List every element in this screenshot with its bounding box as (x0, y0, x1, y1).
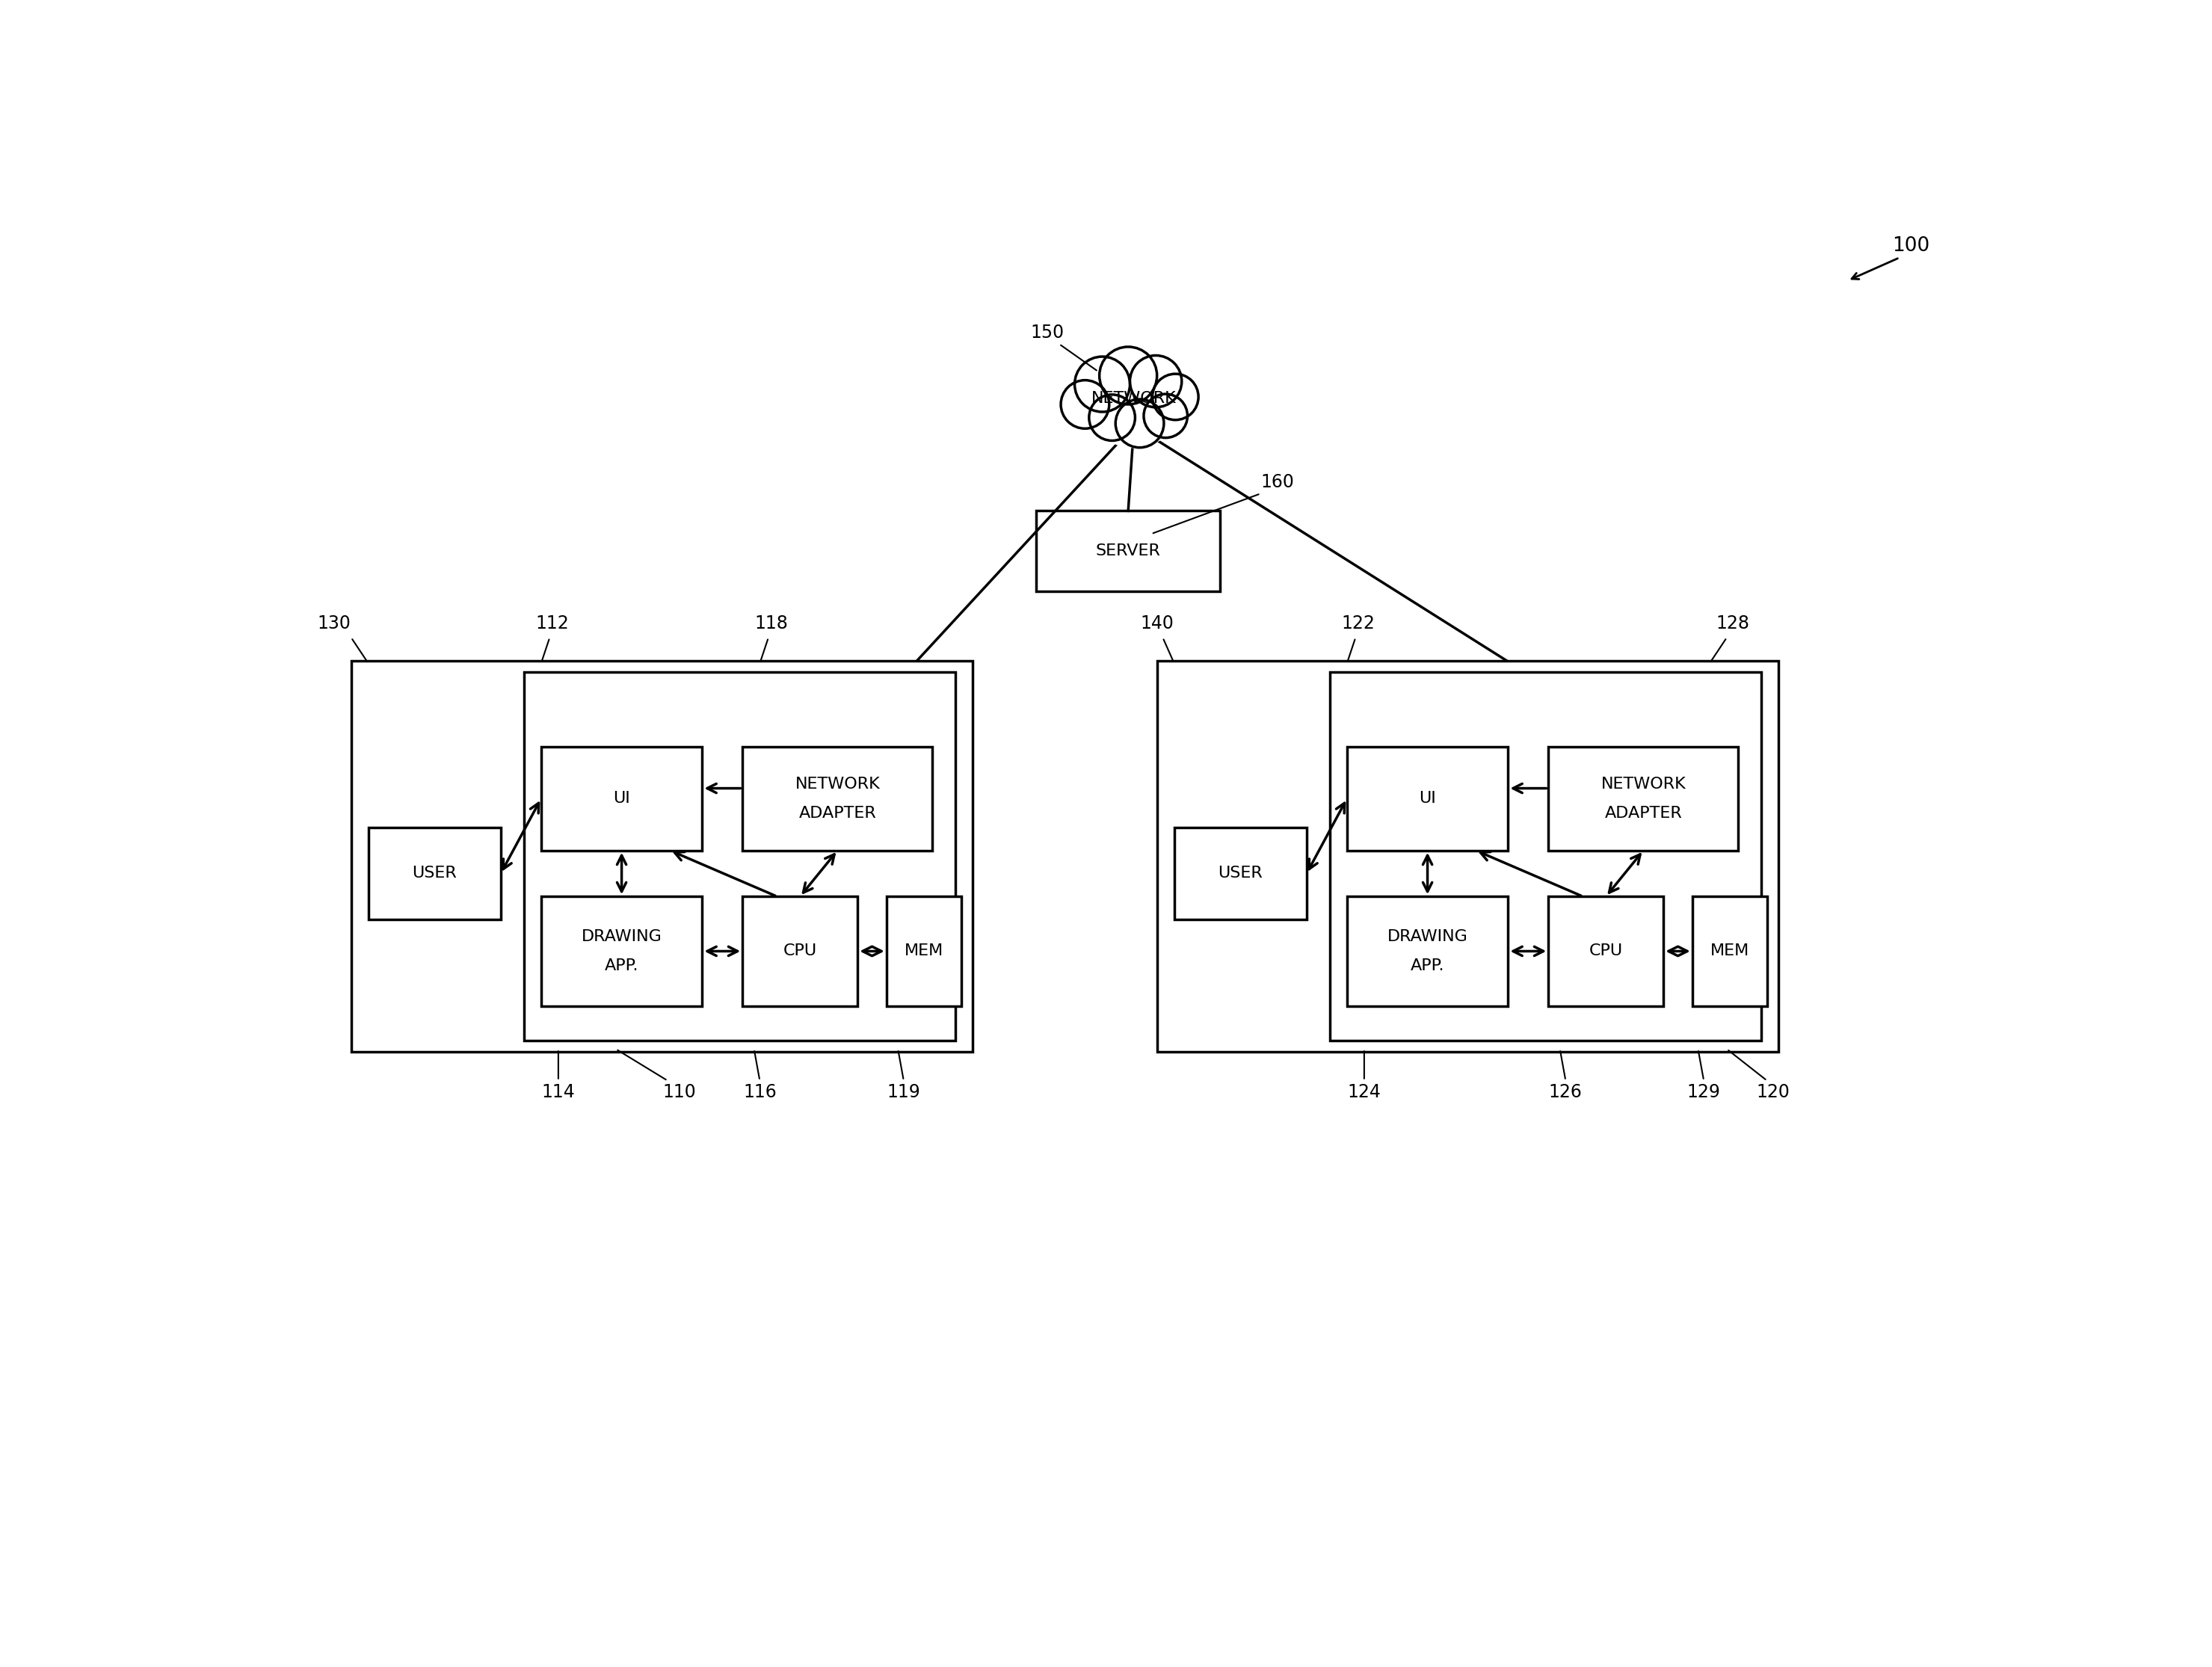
Circle shape (1130, 355, 1181, 407)
Circle shape (1062, 380, 1108, 428)
Text: UI: UI (613, 792, 630, 807)
FancyBboxPatch shape (1175, 827, 1307, 920)
Text: 129: 129 (1688, 1084, 1721, 1102)
FancyBboxPatch shape (1329, 672, 1761, 1040)
FancyBboxPatch shape (542, 747, 701, 850)
FancyBboxPatch shape (743, 897, 858, 1005)
Text: NETWORK: NETWORK (1601, 777, 1686, 792)
Text: 130: 130 (316, 613, 352, 632)
Text: NETWORK: NETWORK (794, 777, 880, 792)
Text: 122: 122 (1343, 613, 1376, 632)
FancyBboxPatch shape (1347, 897, 1509, 1005)
Circle shape (1086, 350, 1183, 447)
Text: 126: 126 (1548, 1084, 1582, 1102)
Text: 110: 110 (661, 1084, 697, 1102)
Text: NETWORK: NETWORK (1091, 392, 1177, 407)
FancyBboxPatch shape (524, 672, 956, 1040)
Text: 140: 140 (1139, 613, 1175, 632)
Text: 114: 114 (542, 1084, 575, 1102)
Text: MEM: MEM (1710, 944, 1750, 959)
FancyBboxPatch shape (1157, 660, 1778, 1052)
FancyBboxPatch shape (369, 827, 500, 920)
Text: 160: 160 (1261, 473, 1294, 492)
Circle shape (1099, 347, 1157, 405)
Text: 116: 116 (743, 1084, 776, 1102)
Text: ADAPTER: ADAPTER (799, 805, 876, 820)
Circle shape (1088, 395, 1135, 440)
FancyBboxPatch shape (1548, 747, 1739, 850)
Text: 120: 120 (1756, 1084, 1790, 1102)
Circle shape (1144, 393, 1188, 438)
Circle shape (1152, 373, 1199, 420)
FancyBboxPatch shape (743, 747, 933, 850)
Text: ADAPTER: ADAPTER (1604, 805, 1681, 820)
Text: APP.: APP. (1411, 959, 1444, 974)
Text: CPU: CPU (1588, 944, 1624, 959)
Text: USER: USER (411, 867, 458, 880)
Text: SERVER: SERVER (1095, 543, 1161, 558)
FancyBboxPatch shape (1692, 897, 1767, 1005)
Text: 150: 150 (1031, 323, 1064, 342)
FancyBboxPatch shape (887, 897, 962, 1005)
Text: 128: 128 (1717, 613, 1750, 632)
FancyBboxPatch shape (542, 897, 701, 1005)
Text: 112: 112 (535, 613, 568, 632)
Text: 118: 118 (754, 613, 787, 632)
Text: MEM: MEM (905, 944, 942, 959)
Text: DRAWING: DRAWING (582, 929, 661, 944)
FancyBboxPatch shape (1548, 897, 1663, 1005)
Text: USER: USER (1219, 867, 1263, 880)
FancyBboxPatch shape (1035, 510, 1221, 592)
Text: 119: 119 (887, 1084, 920, 1102)
Circle shape (1115, 398, 1164, 447)
Text: 124: 124 (1347, 1084, 1380, 1102)
Circle shape (1075, 357, 1130, 412)
FancyBboxPatch shape (352, 660, 973, 1052)
Text: 100: 100 (1891, 237, 1929, 255)
FancyBboxPatch shape (1347, 747, 1509, 850)
Text: DRAWING: DRAWING (1387, 929, 1469, 944)
Text: APP.: APP. (604, 959, 639, 974)
Text: UI: UI (1418, 792, 1436, 807)
Text: CPU: CPU (783, 944, 816, 959)
